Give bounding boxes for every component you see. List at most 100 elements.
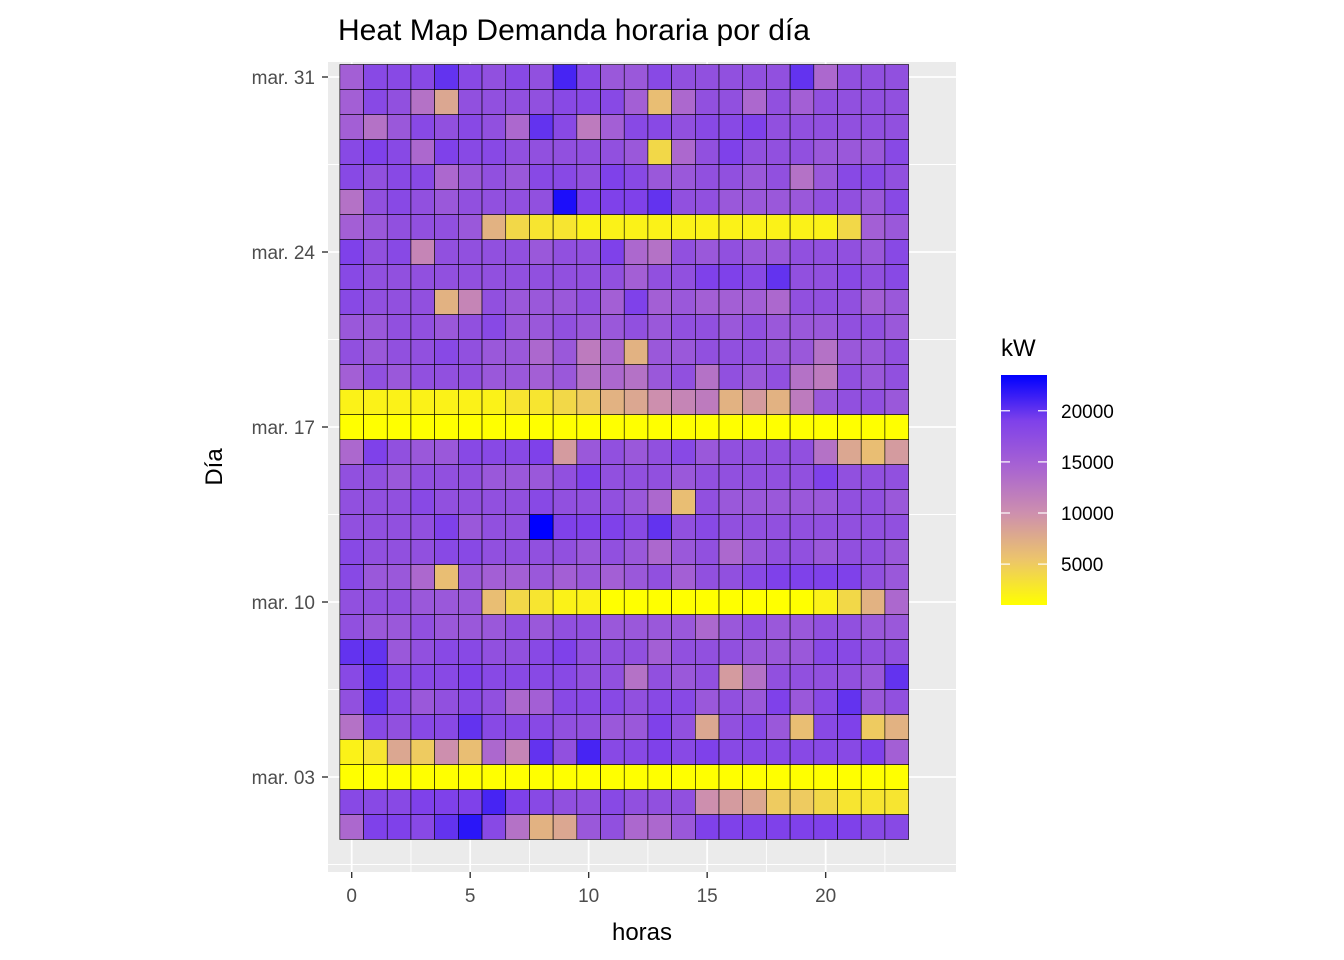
heatmap-cell: [766, 539, 791, 565]
heatmap-cell: [789, 139, 815, 165]
heatmap-cell: [671, 589, 696, 615]
heatmap-cell: [481, 689, 507, 715]
heatmap-cell: [766, 389, 791, 415]
heatmap-cell: [718, 639, 744, 665]
heatmap-cell: [505, 339, 530, 365]
heatmap-cell: [671, 664, 696, 690]
heatmap-cell: [552, 489, 578, 515]
heatmap-cell: [505, 314, 530, 340]
heatmap-cell: [813, 314, 838, 340]
heatmap-cell: [742, 314, 767, 340]
heatmap-cell: [576, 689, 601, 715]
heatmap-cell: [363, 114, 388, 140]
heatmap-cell: [481, 314, 507, 340]
heatmap-cell: [837, 739, 862, 765]
heatmap-cell: [695, 639, 720, 665]
heatmap-cell: [789, 689, 815, 715]
heatmap-cell: [458, 89, 483, 115]
heatmap-cell: [742, 789, 767, 815]
heatmap-cell: [623, 164, 649, 190]
heatmap-cell: [505, 739, 530, 765]
heatmap-cell: [837, 89, 862, 115]
heatmap-cell: [552, 314, 578, 340]
heatmap-cell: [481, 514, 507, 540]
heatmap-cell: [552, 364, 578, 390]
heatmap-cell: [813, 814, 838, 840]
heatmap-cell: [576, 564, 601, 590]
heatmap-cell: [860, 489, 886, 515]
heatmap-cell: [481, 214, 507, 240]
heatmap-cell: [789, 664, 815, 690]
heatmap-cell: [363, 189, 388, 215]
heatmap-cell: [813, 739, 838, 765]
heatmap-cell: [529, 264, 554, 290]
heatmap-cell: [481, 614, 507, 640]
heatmap-cell: [576, 314, 601, 340]
heatmap-cell: [647, 439, 672, 465]
heatmap-cell: [529, 339, 554, 365]
heatmap-cell: [552, 814, 578, 840]
heatmap-cell: [647, 689, 672, 715]
heatmap-cell: [481, 489, 507, 515]
heatmap-cell: [647, 389, 672, 415]
heatmap-cell: [671, 764, 696, 790]
heatmap-cell: [410, 389, 435, 415]
heatmap-cell: [789, 89, 815, 115]
heatmap-cell: [600, 339, 625, 365]
heatmap-cell: [671, 614, 696, 640]
heatmap-cell: [458, 214, 483, 240]
heatmap-cell: [600, 314, 625, 340]
heatmap-cell: [860, 164, 886, 190]
heatmap-cell: [647, 489, 672, 515]
heatmap-cell: [742, 414, 767, 440]
heatmap-cell: [789, 64, 815, 90]
heatmap-cell: [718, 239, 744, 265]
heatmap-cell: [410, 464, 435, 490]
heatmap-cell: [884, 364, 909, 390]
heatmap-cell: [718, 139, 744, 165]
heatmap-cell: [860, 389, 886, 415]
heatmap-cell: [410, 639, 435, 665]
heatmap-cell: [623, 664, 649, 690]
heatmap-cell: [363, 789, 388, 815]
heatmap-cell: [529, 464, 554, 490]
heatmap-cell: [600, 464, 625, 490]
heatmap-cell: [789, 764, 815, 790]
heatmap-cell: [860, 689, 886, 715]
heatmap-cell: [505, 714, 530, 740]
heatmap-cell: [386, 414, 412, 440]
heatmap-cell: [363, 314, 388, 340]
heatmap-cell: [434, 314, 459, 340]
heatmap-cell: [623, 314, 649, 340]
heatmap-cell: [837, 614, 862, 640]
heatmap-cell: [481, 364, 507, 390]
heatmap-cell: [458, 264, 483, 290]
heatmap-cell: [529, 689, 554, 715]
heatmap-cell: [671, 389, 696, 415]
heatmap-cell: [695, 564, 720, 590]
heatmap-cell: [860, 564, 886, 590]
heatmap-cell: [600, 639, 625, 665]
heatmap-cell: [363, 139, 388, 165]
heatmap-cell: [837, 339, 862, 365]
heatmap-cell: [529, 314, 554, 340]
heatmap-cell: [623, 414, 649, 440]
heatmap-cell: [789, 464, 815, 490]
heatmap-cell: [671, 214, 696, 240]
heatmap-cell: [647, 789, 672, 815]
heatmap-cell: [837, 514, 862, 540]
heatmap-cell: [434, 214, 459, 240]
heatmap-cell: [505, 764, 530, 790]
heatmap-cell: [695, 239, 720, 265]
heatmap-cell: [860, 739, 886, 765]
heatmap-cell: [813, 114, 838, 140]
heatmap-cell: [339, 164, 364, 190]
heatmap-cell: [623, 739, 649, 765]
y-tick-label: mar. 24: [252, 243, 316, 264]
heatmap-cell: [766, 639, 791, 665]
heatmap-cell: [647, 239, 672, 265]
heatmap-cell: [600, 364, 625, 390]
heatmap-cell: [339, 64, 364, 90]
heatmap-cell: [529, 164, 554, 190]
heatmap-cell: [884, 614, 909, 640]
